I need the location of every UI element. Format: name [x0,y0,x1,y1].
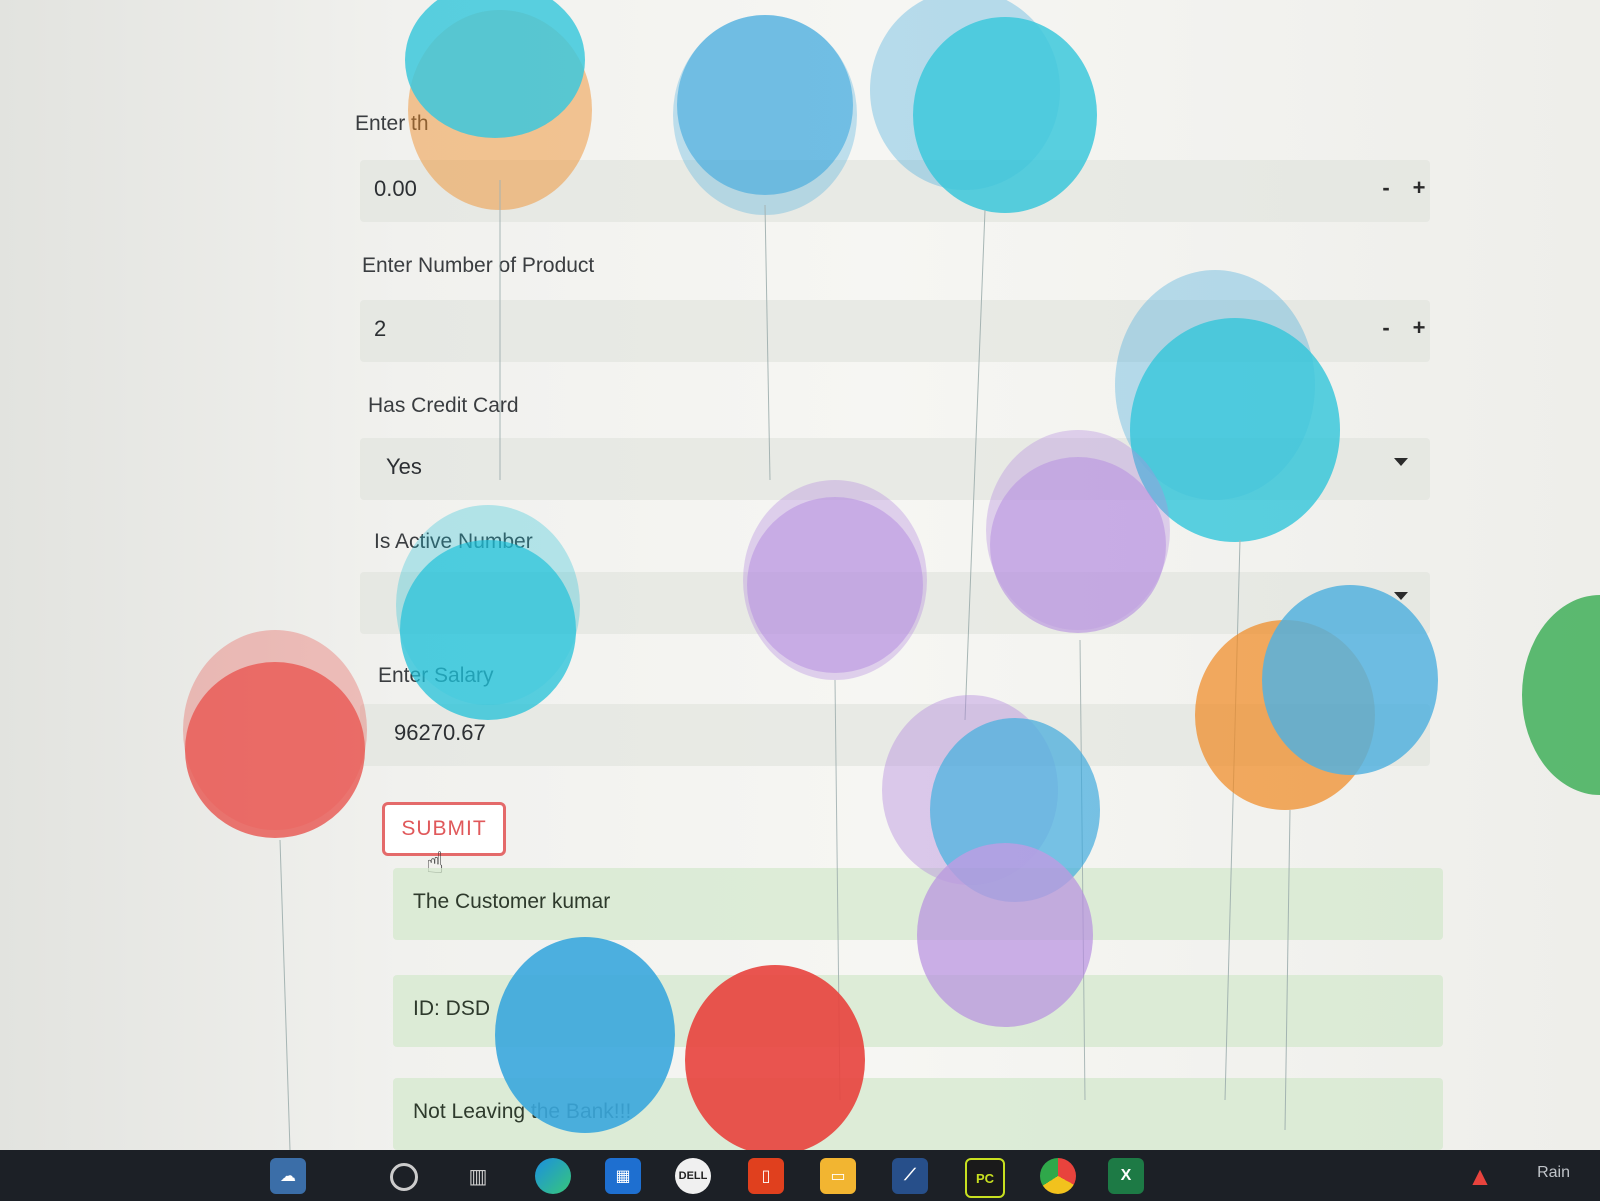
salary-input[interactable]: 96270.67 [360,704,1430,766]
task-view-icon[interactable]: ▥ [468,1165,488,1188]
balloon-blue-top-middle [673,15,857,481]
chrome-icon[interactable] [1040,1158,1076,1194]
salary-value: 96270.67 [394,720,486,745]
active-number-select[interactable] [360,572,1430,634]
credit-card-label: Has Credit Card [368,394,519,417]
field1-value: 0.00 [374,176,417,201]
tray-weather-label: Rain [1537,1164,1570,1181]
field1-label: Enter th [355,112,429,135]
result-customer-box: The Customer kumar [393,868,1443,940]
edge-icon[interactable] [535,1158,571,1194]
app-screen: Enter th 0.00 - + Enter Number of Produc… [0,0,1600,1150]
result-prediction-text: Not Leaving the Bank!!! [413,1100,632,1123]
file-explorer-icon[interactable]: ▭ [820,1158,856,1194]
credit-card-chevron-down-icon[interactable] [1394,458,1408,466]
balloon-orange-blue-right [1195,585,1438,1131]
active-number-label: Is Active Number [374,530,533,553]
result-id-box: ID: DSD [393,975,1443,1047]
product-count-label: Enter Number of Product [362,254,595,277]
result-customer-text: The Customer kumar [413,890,611,913]
product-count-input[interactable]: 2 - + [360,300,1430,362]
balloon-red-left [183,630,367,1150]
field1-plus-button[interactable]: + [1412,175,1426,200]
dell-icon[interactable]: DELL [675,1158,711,1194]
field1-minus-button[interactable]: - [1382,175,1390,200]
result-id-text: ID: DSD [413,997,491,1020]
terminal-icon[interactable]: ⟋ [892,1158,928,1194]
product-count-plus-button[interactable]: + [1412,315,1426,340]
result-prediction-box: Not Leaving the Bank!!! [393,1078,1443,1150]
pycharm-icon[interactable]: PC [965,1158,1005,1198]
excel-icon[interactable]: X [1108,1158,1144,1194]
credit-card-value: Yes [386,454,422,479]
store-icon[interactable]: ▦ [605,1158,641,1194]
active-number-chevron-down-icon[interactable] [1394,592,1408,600]
taskbar: ☁ ▥ ▦ DELL ▯ ▭ ⟋ PC X ▲ Rain [0,1150,1600,1201]
product-count-value: 2 [374,316,387,341]
salary-label: Enter Salary [378,664,494,687]
field1-input[interactable]: 0.00 - + [360,160,1430,222]
warning-icon[interactable]: ▲ [1467,1160,1493,1191]
product-count-minus-button[interactable]: - [1382,315,1390,340]
search-icon[interactable] [390,1163,418,1191]
balloon-green-edge [1522,595,1600,795]
weather-widget-icon[interactable]: ☁ [270,1158,306,1194]
submit-button[interactable]: SUBMIT [382,802,506,856]
office-icon[interactable]: ▯ [748,1158,784,1194]
credit-card-select[interactable]: Yes [360,438,1430,500]
